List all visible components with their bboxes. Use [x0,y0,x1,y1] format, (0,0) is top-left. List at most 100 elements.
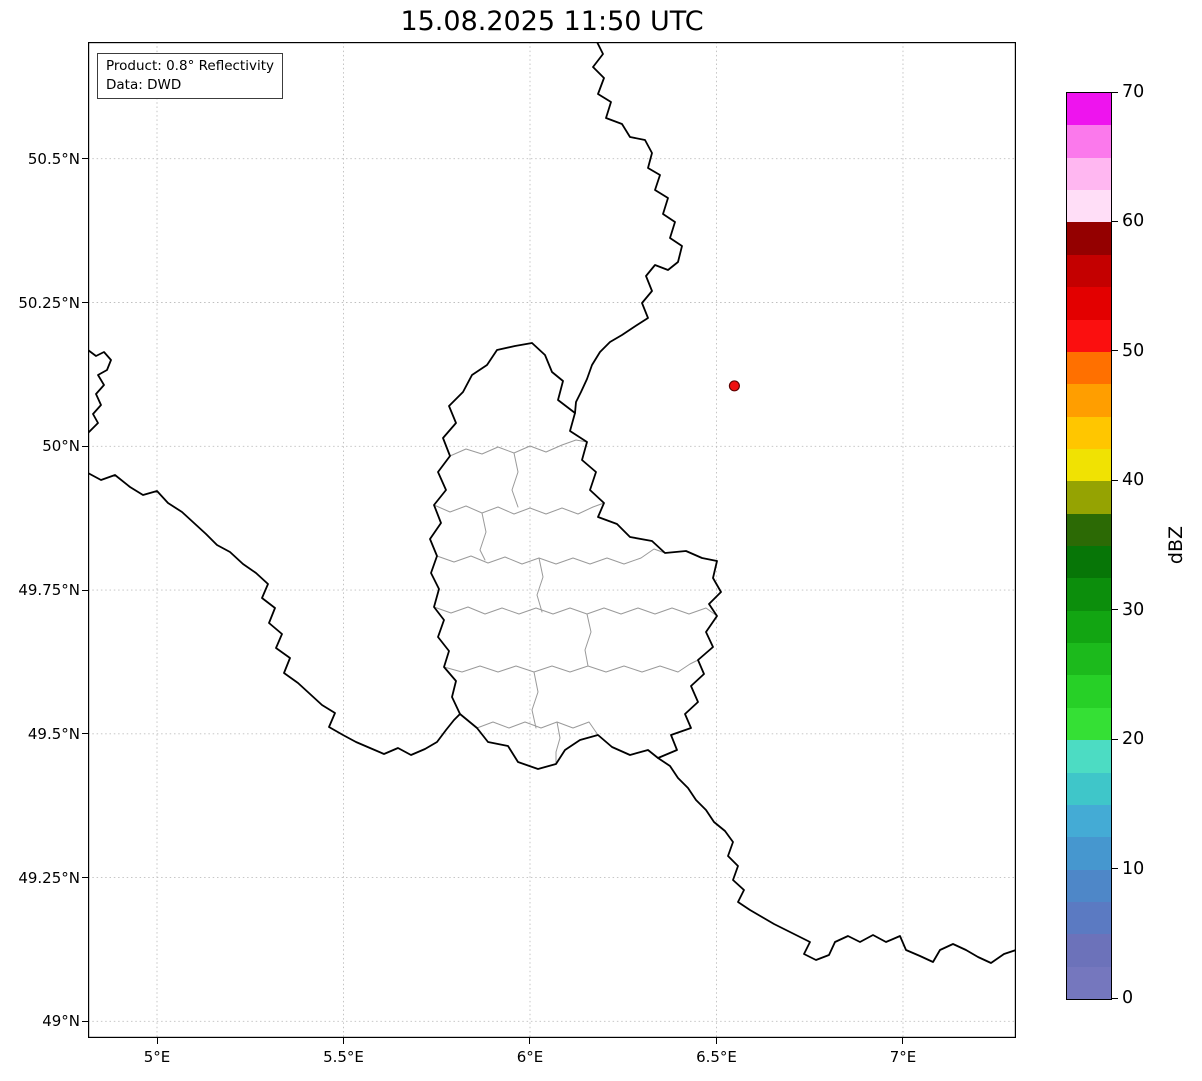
colorbar-segment [1067,287,1111,320]
country-border [88,472,461,756]
colorbar [1066,92,1112,1000]
y-tick-mark [82,302,88,303]
colorbar-segment [1067,546,1111,579]
colorbar-segment [1067,384,1111,417]
colorbar-tick-label: 70 [1122,82,1145,102]
colorbar-tick-mark [1112,609,1118,611]
district-border [433,606,718,617]
colorbar-tick-mark [1112,220,1118,222]
district-border [531,671,539,729]
colorbar-tick-label: 0 [1122,988,1134,1008]
colorbar-segment [1067,416,1111,449]
country-borders [88,42,1016,964]
colorbar-tick-mark [1112,479,1118,481]
colorbar-segment [1067,190,1111,223]
colorbar-tick-mark [1112,868,1118,870]
x-tick-mark [342,1038,344,1044]
y-tick-label: 49.25°N [18,868,80,887]
data-source-line: Data: DWD [106,76,182,93]
colorbar-segment [1067,448,1111,482]
colorbar-segment [1067,707,1111,741]
colorbar-segment [1067,157,1111,191]
colorbar-segment [1067,643,1111,676]
x-tick-mark [529,1038,531,1044]
colorbar-tick-label: 10 [1122,858,1145,879]
colorbar-tick-label: 20 [1122,729,1145,750]
x-tick-mark [902,1038,904,1044]
map-plot-area: Product: 0.8° Reflectivity Data: DWD [88,42,1016,1038]
colorbar-tick-label: 30 [1122,599,1145,620]
colorbar-segment [1067,610,1111,644]
colorbar-segment [1067,222,1111,255]
district-border [433,502,605,515]
y-tick-label: 50.5°N [27,149,80,168]
y-tick-mark [82,445,88,447]
colorbar-tick-mark [1112,738,1118,740]
colorbar-tick-label: 50 [1122,340,1145,361]
colorbar-segment [1067,513,1111,546]
y-tick-label: 49.5°N [27,724,80,743]
y-tick-mark [82,158,88,160]
colorbar-segment [1067,837,1111,870]
district-borders [433,439,718,765]
y-tick-label: 49.75°N [18,581,80,600]
colorbar-segment [1067,319,1111,352]
x-tick-label: 5.5°E [323,1048,364,1066]
district-border [449,439,588,457]
district-border [436,548,666,565]
y-tick-mark [82,733,88,735]
country-border [429,342,722,770]
colorbar-segment [1067,740,1111,773]
radar-site-dot [728,380,740,392]
district-border [555,721,561,765]
product-info-line: Product: 0.8° Reflectivity [106,58,274,74]
colorbar-tick-mark [1112,997,1118,999]
colorbar-tick-mark [1112,91,1118,93]
colorbar-segment [1067,481,1111,514]
colorbar-tick-label: 60 [1122,211,1145,232]
x-tick-mark [156,1038,158,1044]
x-tick-label: 5°E [143,1048,171,1066]
figure-title: 15.08.2025 11:50 UTC [400,6,704,37]
map-canvas [88,42,1016,1038]
country-border [574,42,683,414]
colorbar-segment [1067,93,1111,126]
colorbar-segment [1067,254,1111,288]
y-tick-mark [82,1020,88,1022]
colorbar-segment [1067,675,1111,708]
district-border [584,613,592,667]
x-tick-mark [715,1038,717,1044]
colorbar-tick-label: 40 [1122,470,1145,491]
district-border [536,557,544,613]
colorbar-segment [1067,966,1111,999]
y-tick-label: 49°N [42,1012,80,1031]
y-tick-mark [82,589,88,591]
gridlines [88,42,1016,1038]
colorbar-segment [1067,351,1111,385]
colorbar-segment [1067,869,1111,902]
product-info-box: Product: 0.8° Reflectivity Data: DWD [97,53,283,100]
colorbar-segment [1067,901,1111,935]
x-tick-label: 6°E [516,1048,544,1066]
colorbar-segment [1067,125,1111,158]
colorbar-segment [1067,804,1111,838]
colorbar-axis-label: dBZ [1165,525,1187,565]
district-border [479,512,487,561]
country-border [88,349,112,434]
radar-site-marker [728,380,740,392]
y-tick-label: 50°N [42,437,80,456]
y-tick-mark [82,877,88,879]
country-border [657,757,1016,964]
colorbar-segment [1067,578,1111,611]
colorbar-segment [1067,772,1111,805]
y-tick-label: 50.25°N [18,293,80,312]
district-border [443,659,699,673]
colorbar-segment [1067,934,1111,967]
district-border [511,452,519,508]
x-tick-label: 7°E [889,1048,917,1066]
district-border [476,721,599,736]
plot-frame [88,42,1016,1038]
colorbar-tick-mark [1112,350,1118,352]
x-tick-label: 6.5°E [696,1048,737,1066]
